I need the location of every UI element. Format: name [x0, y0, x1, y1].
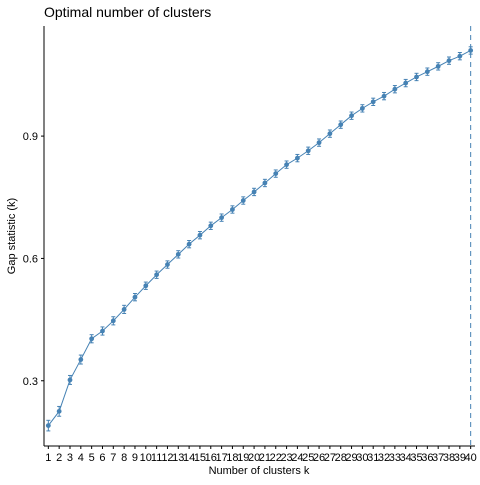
x-tick-label: 39	[454, 452, 466, 464]
data-point	[154, 272, 160, 278]
data-point	[67, 377, 73, 383]
data-point	[78, 357, 84, 362]
data-point	[316, 140, 322, 146]
data-point	[435, 63, 441, 69]
x-tick-label: 17	[215, 452, 227, 464]
gap-series-line	[47, 50, 471, 426]
data-point	[110, 318, 116, 324]
data-point	[338, 122, 344, 128]
x-tick-label: 11	[151, 452, 162, 464]
data-point	[165, 262, 170, 267]
y-tick-label: 0.3	[23, 376, 38, 388]
x-tick-label: 30	[356, 452, 368, 464]
data-point	[143, 283, 149, 289]
x-tick-label: 34	[400, 452, 412, 464]
data-point	[468, 48, 474, 53]
data-point	[424, 69, 430, 75]
x-tick-label: 14	[183, 452, 195, 464]
data-point	[251, 189, 257, 195]
x-tick-label: 40	[465, 452, 477, 464]
data-point	[186, 241, 192, 247]
y-axis-title: Gap statistic (k)	[6, 198, 18, 274]
x-tick-label: 25	[302, 452, 314, 464]
data-point	[359, 105, 365, 111]
data-point	[100, 328, 105, 334]
x-tick-label: 36	[421, 452, 433, 464]
data-point	[219, 215, 224, 221]
x-tick-label: 21	[259, 452, 271, 464]
x-tick-label: 33	[389, 452, 401, 464]
y-tick-label: 0.6	[23, 253, 38, 265]
x-tick-label: 3	[67, 452, 73, 464]
data-point	[403, 80, 409, 86]
x-tick-label: 28	[335, 452, 347, 464]
x-tick-label: 7	[110, 452, 116, 464]
data-point	[45, 423, 51, 429]
data-point	[273, 171, 279, 177]
x-tick-label: 9	[132, 452, 138, 464]
data-point	[197, 232, 203, 238]
x-tick-label: 23	[280, 452, 292, 464]
x-tick-label: 16	[205, 452, 217, 464]
data-point	[240, 198, 246, 203]
x-tick-label: 10	[140, 452, 152, 464]
data-point	[230, 207, 235, 212]
data-point	[305, 148, 311, 154]
data-point	[446, 58, 452, 64]
x-tick-label: 32	[378, 452, 390, 464]
x-tick-label: 18	[226, 452, 238, 464]
y-tick-label: 0.9	[23, 131, 38, 143]
data-point	[262, 180, 268, 186]
data-point	[349, 113, 354, 119]
x-tick-label: 27	[324, 452, 336, 464]
x-tick-label: 24	[291, 452, 303, 464]
data-point	[284, 162, 289, 168]
data-point	[89, 336, 95, 342]
data-point	[457, 53, 463, 59]
x-tick-label: 38	[443, 452, 455, 464]
x-tick-label: 5	[89, 452, 95, 464]
data-point	[132, 294, 138, 300]
chart-title: Optimal number of clusters	[44, 4, 211, 20]
data-point	[327, 131, 333, 137]
x-tick-label: 6	[99, 452, 105, 464]
x-tick-label: 13	[172, 452, 184, 464]
data-point	[381, 93, 387, 99]
x-tick-label: 12	[161, 452, 173, 464]
x-axis-title: Number of clusters k	[209, 465, 310, 477]
x-tick-label: 29	[345, 452, 357, 464]
data-point	[208, 223, 214, 229]
x-tick-label: 19	[237, 452, 249, 464]
x-tick-label: 26	[313, 452, 325, 464]
x-tick-label: 1	[45, 452, 51, 464]
x-tick-label: 22	[270, 452, 282, 464]
data-point	[175, 251, 181, 257]
x-tick-label: 8	[121, 452, 127, 464]
data-point	[370, 99, 376, 105]
x-tick-label: 20	[248, 452, 260, 464]
data-point	[56, 408, 62, 414]
x-tick-label: 4	[78, 452, 84, 464]
x-tick-label: 31	[367, 452, 379, 464]
x-tick-label: 37	[432, 452, 444, 464]
x-tick-label: 15	[194, 452, 206, 464]
data-point	[295, 155, 300, 161]
data-point	[121, 306, 127, 312]
data-point	[392, 86, 398, 92]
data-point	[414, 74, 419, 80]
plot-area: 0.30.60.91 2 3 4 5 6 7 8 9 1011121314151617181920…	[23, 26, 477, 464]
x-tick-label: 35	[410, 452, 422, 464]
x-tick-label: 2	[56, 452, 62, 464]
